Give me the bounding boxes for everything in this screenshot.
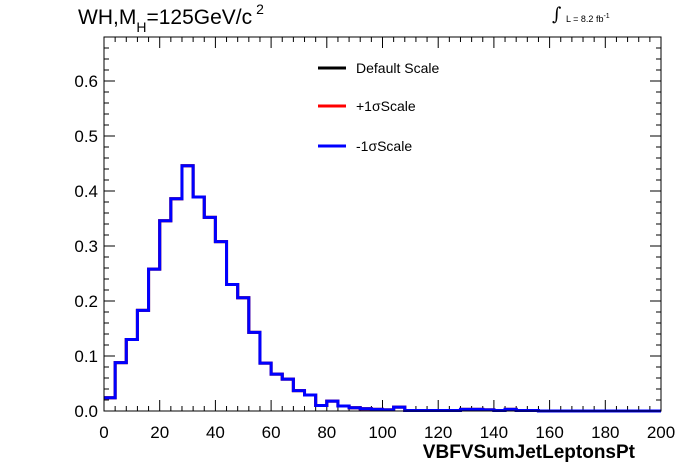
chart-title: WH,MH=125GeV/c 2	[78, 1, 264, 35]
x-axis-title: VBFVSumJetLeptonsPt	[423, 442, 636, 463]
x-tick-label: 180	[591, 423, 619, 442]
series-line-1	[104, 164, 661, 413]
series-line-0	[104, 164, 661, 413]
y-tick-label: 0.3	[74, 237, 98, 256]
series-layer	[104, 164, 661, 413]
axis-ticks	[103, 36, 662, 412]
y-tick-label: 0.5	[74, 127, 98, 146]
plot-frame	[103, 36, 662, 412]
legend-label-1: +1σScale	[356, 98, 416, 114]
legend: Default Scale +1σScale -1σScale	[318, 60, 439, 154]
integral-symbol: ∫	[552, 4, 562, 25]
luminosity-superscript: -1	[603, 13, 610, 20]
x-tick-label: 100	[368, 423, 396, 442]
x-tick-label: 40	[206, 423, 225, 442]
x-tick-label: 200	[647, 423, 675, 442]
x-tick-label: 120	[424, 423, 452, 442]
x-tick-label: 80	[317, 423, 336, 442]
y-tick-label: 0.2	[74, 292, 98, 311]
x-tick-label: 0	[99, 423, 108, 442]
y-tick-label: 0.4	[74, 182, 98, 201]
tick-labels: 0 20 40 60 80 100 120 140 160 180 200 0.0 0.1 0.2 0.3 0…	[74, 72, 675, 442]
luminosity-text: L = 8.2 fb	[566, 14, 604, 24]
x-tick-label: 20	[150, 423, 169, 442]
y-tick-label: 0.6	[74, 72, 98, 91]
legend-label-2: -1σScale	[356, 138, 412, 154]
luminosity-label: ∫ L = 8.2 fb-1	[552, 4, 610, 25]
title-superscript: 2	[256, 1, 264, 17]
x-tick-label: 160	[535, 423, 563, 442]
x-tick-label: 140	[480, 423, 508, 442]
y-tick-label: 0.0	[74, 402, 98, 421]
legend-label-0: Default Scale	[356, 60, 439, 76]
title-rest-text: =125GeV/c	[146, 6, 253, 29]
title-subscript: H	[136, 19, 147, 35]
series-line-2	[104, 164, 661, 413]
title-main-text: WH,M	[78, 6, 137, 29]
x-tick-label: 60	[262, 423, 281, 442]
y-tick-label: 0.1	[74, 347, 98, 366]
